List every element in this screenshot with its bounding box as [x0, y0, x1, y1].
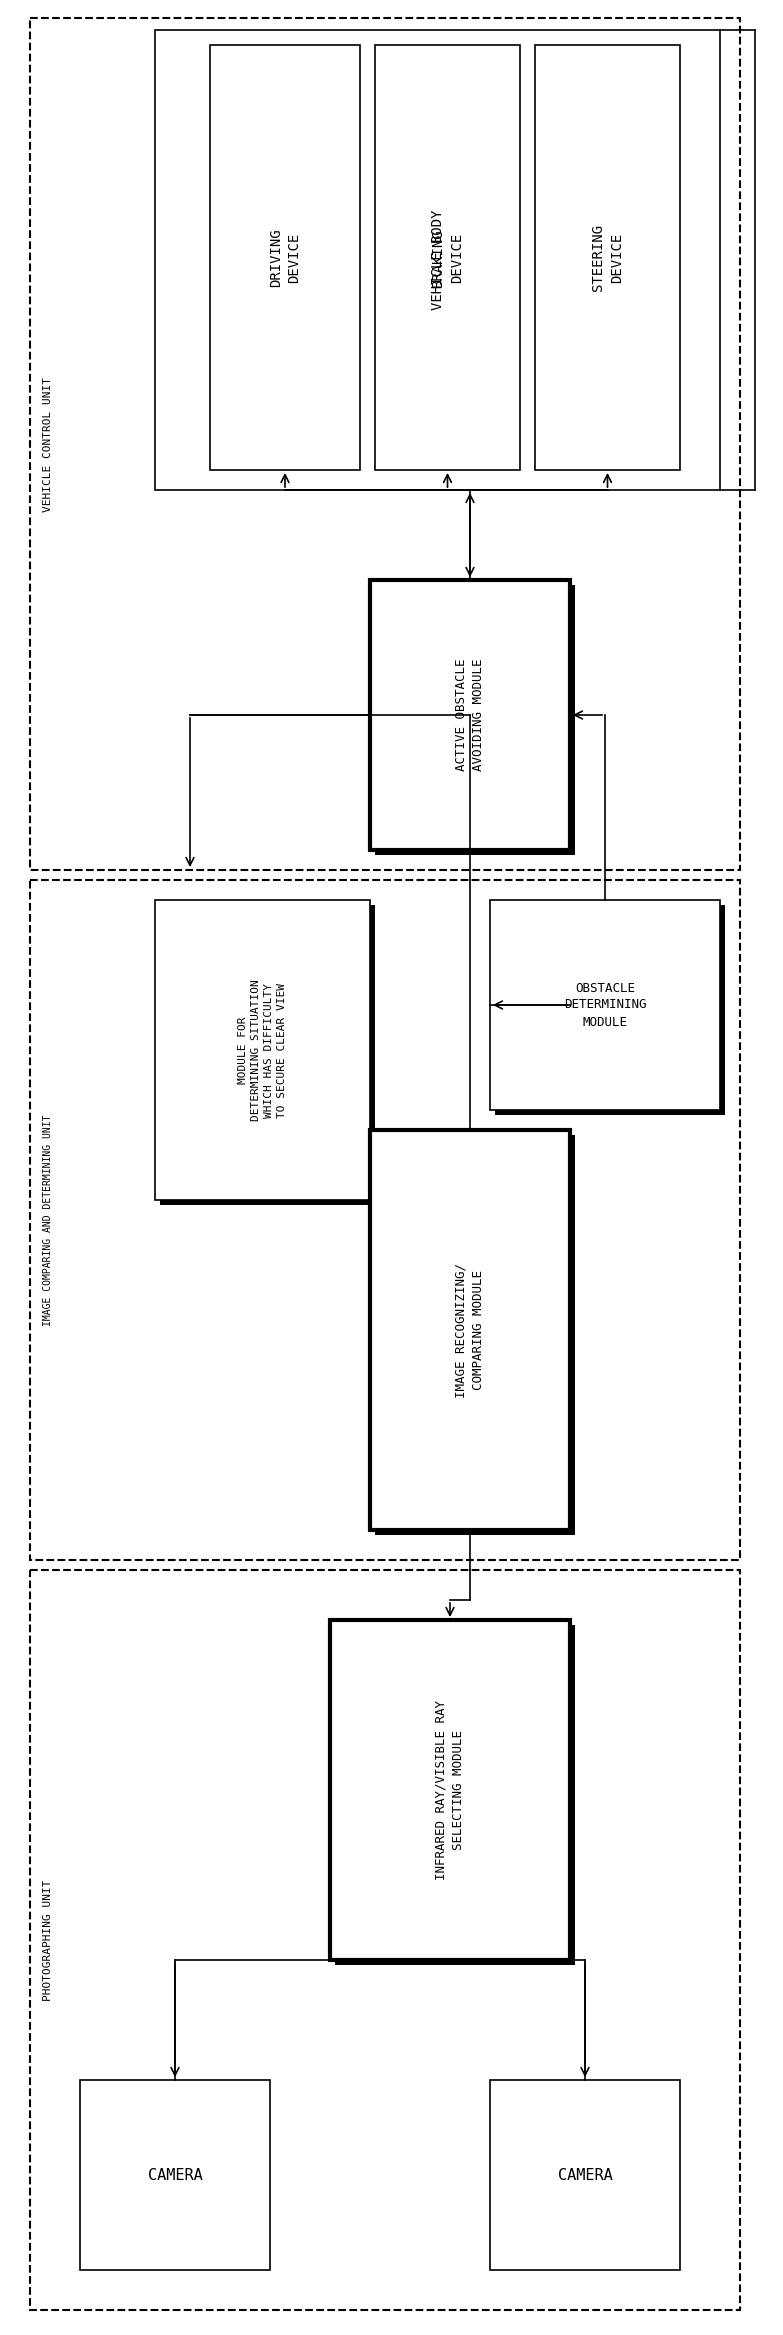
Bar: [160, 906, 375, 1205]
Bar: [490, 899, 720, 1109]
Bar: [210, 44, 360, 469]
Text: IMAGE RECOGNIZING/
COMPARING MODULE: IMAGE RECOGNIZING/ COMPARING MODULE: [455, 1263, 485, 1399]
Bar: [155, 30, 720, 490]
Text: DRIVING
DEVICE: DRIVING DEVICE: [269, 229, 301, 287]
Text: CAMERA: CAMERA: [148, 2167, 202, 2183]
Bar: [375, 44, 520, 469]
Text: ACTIVE OBSTACLE
AVOIDING MODULE: ACTIVE OBSTACLE AVOIDING MODULE: [455, 658, 485, 771]
Bar: [30, 1569, 740, 2309]
Bar: [335, 1625, 575, 1966]
Bar: [30, 19, 740, 871]
Text: IMAGE COMPARING AND DETERMINING UNIT: IMAGE COMPARING AND DETERMINING UNIT: [43, 1114, 53, 1326]
Bar: [495, 906, 725, 1116]
Text: INFRARED RAY/VISIBLE RAY
SELECTING MODULE: INFRARED RAY/VISIBLE RAY SELECTING MODUL…: [435, 1700, 465, 1880]
Text: OBSTACLE
DETERMINING
MODULE: OBSTACLE DETERMINING MODULE: [564, 981, 646, 1027]
Text: VEHICLE CONTROL UNIT: VEHICLE CONTROL UNIT: [43, 376, 53, 511]
Text: PHOTOGRAPHING UNIT: PHOTOGRAPHING UNIT: [43, 1880, 53, 2001]
Text: VEHICLE BODY: VEHICLE BODY: [431, 210, 445, 311]
Bar: [490, 2080, 680, 2270]
Bar: [80, 2080, 270, 2270]
Bar: [375, 586, 575, 855]
Text: STEERING
DEVICE: STEERING DEVICE: [591, 224, 624, 292]
Bar: [30, 880, 740, 1560]
Bar: [380, 49, 525, 474]
Bar: [370, 1130, 570, 1529]
Bar: [370, 579, 570, 850]
Bar: [330, 1620, 570, 1959]
Text: MODULE FOR
DETERMINING SITUATION
WHICH HAS DIFFICULTY
TO SECURE CLEAR VIEW: MODULE FOR DETERMINING SITUATION WHICH H…: [238, 978, 287, 1121]
Bar: [535, 44, 680, 469]
Bar: [375, 1135, 575, 1534]
Text: BRAKING
DEVICE: BRAKING DEVICE: [431, 229, 464, 287]
Bar: [215, 49, 365, 474]
Text: CAMERA: CAMERA: [557, 2167, 612, 2183]
Bar: [155, 899, 370, 1200]
Bar: [540, 49, 685, 474]
